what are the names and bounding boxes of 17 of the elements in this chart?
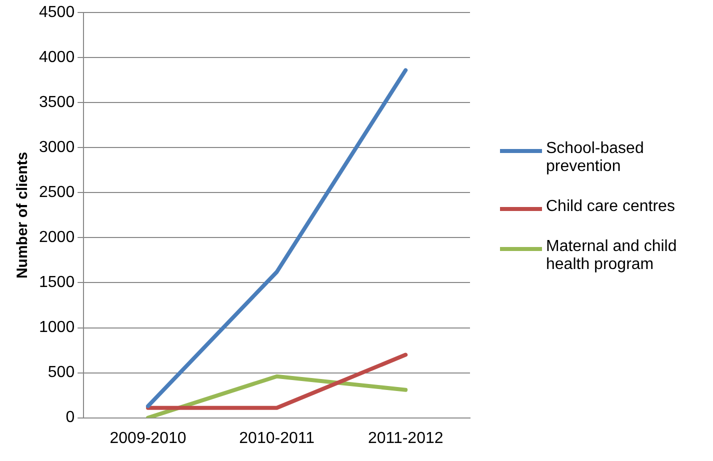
y-tick-label: 1000 bbox=[39, 319, 75, 336]
x-tick-label: 2010-2011 bbox=[239, 430, 315, 447]
y-tick-label: 4500 bbox=[39, 4, 75, 22]
legend-label: Child care centres bbox=[546, 198, 675, 216]
y-tick-label: 3000 bbox=[39, 139, 75, 156]
y-tick-label: 2500 bbox=[39, 184, 75, 202]
y-tick-label: 1500 bbox=[39, 274, 75, 292]
y-tick-label: 0 bbox=[66, 409, 75, 426]
x-tick-label: 2011-2012 bbox=[368, 430, 444, 447]
y-tick-label: 3500 bbox=[39, 94, 75, 112]
legend-label: School-based prevention bbox=[546, 140, 645, 176]
x-tick-label: 2009-2010 bbox=[110, 430, 186, 447]
y-axis-title: Number of clients bbox=[14, 152, 32, 279]
y-tick-label: 2000 bbox=[39, 229, 75, 246]
legend-label: Maternal and child health program bbox=[546, 238, 678, 274]
y-tick-label: 4000 bbox=[39, 49, 75, 66]
y-tick-label: 500 bbox=[48, 364, 75, 382]
